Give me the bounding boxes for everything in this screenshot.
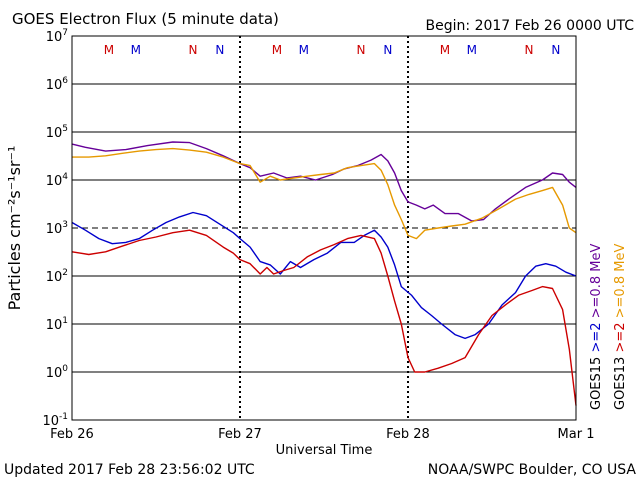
- mn-marker: M: [440, 43, 450, 57]
- x-tick-label: Feb 27: [218, 427, 262, 442]
- x-tick-labels: Feb 26 Feb 27 Feb 28 Mar 1: [50, 427, 594, 442]
- series-line-g15_08: [71, 141, 577, 222]
- plot-frame: [71, 35, 577, 421]
- credit-label: NOAA/SWPC Boulder, CO USA: [428, 462, 637, 478]
- x-tick-label: Mar 1: [558, 427, 595, 442]
- mn-marker: M: [299, 43, 309, 57]
- updated-timestamp: Updated 2017 Feb 28 23:56:02 UTC: [4, 462, 255, 478]
- x-tick-label: Feb 26: [50, 427, 94, 442]
- mn-marker: N: [188, 43, 197, 57]
- chart-title: GOES Electron Flux (5 minute data): [12, 10, 279, 28]
- legend-entry: >=2: [589, 322, 604, 352]
- y-tick-label: 10-1: [42, 412, 68, 429]
- series-line-g13_2: [71, 229, 577, 406]
- x-axis-label: Universal Time: [276, 443, 373, 458]
- legend-entry: >=2: [613, 322, 628, 352]
- legend-group: GOES13 >=2 >=0.8 MeV: [613, 244, 628, 410]
- series-group: [71, 141, 577, 406]
- mn-marker: M: [104, 43, 114, 57]
- mn-marker: N: [524, 43, 533, 57]
- grid-lines: [72, 83, 576, 373]
- x-tick-label: Feb 28: [386, 427, 430, 442]
- y-tick-label: 107: [46, 28, 68, 45]
- legend-satellite-name: GOES13: [613, 353, 628, 410]
- mn-marker: M: [272, 43, 282, 57]
- series-line-g13_08: [72, 147, 577, 240]
- series-line-g15_2: [71, 211, 577, 340]
- mn-marker: N: [383, 43, 392, 57]
- y-tick-label: 101: [46, 316, 68, 333]
- y-axis-label: Particles cm⁻²s⁻¹sr⁻¹: [5, 146, 24, 311]
- legend-entry: >=0.8 MeV: [589, 244, 604, 323]
- y-tick-label: 105: [46, 124, 68, 141]
- legend-entry: >=0.8 MeV: [613, 244, 628, 323]
- y-tick-label: 100: [46, 364, 69, 381]
- mn-marker: M: [131, 43, 141, 57]
- mn-marker: N: [356, 43, 365, 57]
- y-tick-labels: 10-1 100 101 102 103 104 105 106 107: [42, 28, 68, 429]
- legend-group: GOES15 >=2 >=0.8 MeV: [589, 244, 604, 410]
- y-tick-label: 103: [46, 220, 68, 237]
- begin-date: Begin: 2017 Feb 26 0000 UTC: [426, 18, 635, 34]
- mn-marker: N: [215, 43, 224, 57]
- y-tick-label: 104: [46, 172, 69, 189]
- mn-marker: N: [551, 43, 560, 57]
- y-tick-label: 102: [46, 268, 68, 285]
- legend-satellite-name: GOES15: [589, 353, 604, 410]
- y-tick-label: 106: [46, 76, 69, 93]
- mn-marker: M: [467, 43, 477, 57]
